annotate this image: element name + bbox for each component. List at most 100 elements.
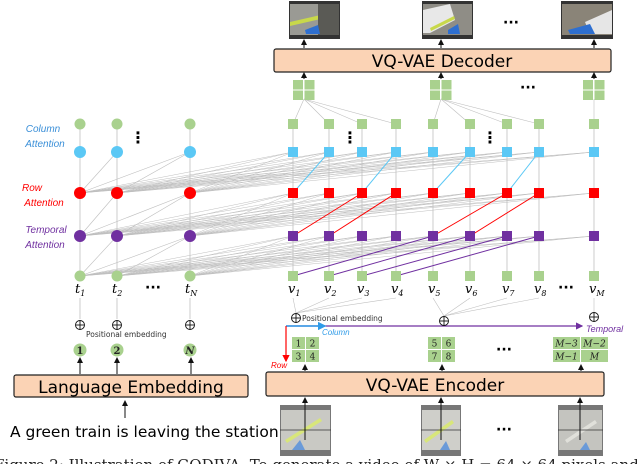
attention-nodes	[74, 118, 599, 282]
column-attention-label-2: Attention	[24, 139, 65, 150]
row-attention-connection	[328, 192, 397, 237]
frame-token-cell	[428, 337, 441, 349]
video-token-label: vM	[589, 282, 605, 298]
attention-connection	[189, 235, 595, 277]
attention-connection	[116, 235, 191, 277]
frame-token-cell	[581, 350, 608, 362]
ellipsis: ···	[145, 280, 161, 296]
attention-connection	[116, 151, 330, 194]
text-token-node	[74, 187, 86, 199]
output-connection	[440, 98, 508, 125]
positional-connection	[443, 297, 471, 317]
video-token-node	[589, 188, 599, 198]
column-attention-label-1: Column	[26, 124, 61, 135]
text-token-node	[74, 118, 86, 130]
video-token-node	[465, 119, 475, 129]
attention-connection	[79, 151, 595, 194]
attention-connection	[189, 235, 434, 277]
attention-connection	[116, 192, 595, 237]
video-token-node	[589, 147, 599, 157]
video-token-node	[589, 271, 599, 281]
attention-connection	[189, 192, 434, 237]
frame-token-cell	[292, 350, 305, 362]
attention-connection	[79, 235, 118, 277]
attention-connection	[189, 151, 540, 194]
frame-token-cell	[442, 350, 455, 362]
frame-token-index: 3	[296, 353, 302, 363]
attention-connection	[116, 235, 294, 277]
ellipsis: ···	[558, 280, 574, 296]
position-id: N	[184, 346, 195, 357]
row-attention-connection	[432, 192, 508, 237]
attention-connection	[189, 192, 595, 237]
video-token-node	[288, 231, 298, 241]
row-attention-label-2: Attention	[23, 198, 64, 209]
output-token-grid-cell	[594, 80, 605, 90]
output-token-grid-cell	[441, 80, 452, 90]
text-token-node	[111, 146, 123, 158]
vqvae-decoder-label: VQ-VAE Decoder	[372, 52, 512, 72]
output-token-grid-cell	[583, 80, 593, 90]
frame-token-cell	[428, 350, 441, 362]
temporal-attention-connection	[395, 235, 540, 277]
frame-token-index: 5	[432, 340, 438, 350]
ellipsis: ···	[496, 342, 512, 358]
output-connection	[303, 98, 363, 125]
attention-connection	[189, 151, 330, 194]
video-token-node	[502, 188, 512, 198]
output-frame-image	[561, 1, 613, 39]
video-token-node	[391, 119, 401, 129]
video-token-node	[589, 119, 599, 129]
attention-connection	[189, 192, 330, 237]
vqvae-encoder-label: VQ-VAE Encoder	[366, 376, 504, 396]
video-token-node	[534, 147, 544, 157]
frame-token-index: M−1	[554, 353, 577, 363]
row-attention-connection	[292, 192, 363, 237]
attention-connection	[116, 192, 330, 237]
attention-connection	[189, 151, 294, 194]
column-attention-connection	[361, 151, 397, 194]
attention-connection	[116, 235, 397, 277]
attention-connection	[79, 235, 595, 277]
temporal-attention-connection	[328, 235, 471, 277]
attention-connection	[189, 235, 471, 277]
positional-connection	[292, 297, 297, 314]
video-token-label: v1	[288, 282, 300, 298]
output-frames	[289, 1, 613, 39]
video-token-label: v8	[534, 282, 546, 298]
attention-connection	[79, 192, 191, 237]
attention-connection	[116, 192, 294, 237]
attention-connection	[116, 151, 191, 194]
attention-connection	[116, 151, 397, 194]
column-attention-connection	[506, 151, 540, 194]
video-token-node	[324, 188, 334, 198]
video-token-node	[465, 271, 475, 281]
video-token-node	[534, 188, 544, 198]
text-token-label: t2	[112, 282, 122, 298]
attention-connection	[79, 151, 191, 194]
row-attention-label-1: Row	[22, 183, 43, 194]
frame-token-cell	[306, 337, 319, 349]
video-token-node	[534, 231, 544, 241]
video-token-node	[502, 147, 512, 157]
text-token-node	[184, 187, 196, 199]
attention-connection	[189, 235, 363, 277]
video-token-node	[465, 188, 475, 198]
video-token-node	[391, 271, 401, 281]
video-token-node	[288, 147, 298, 157]
video-token-node	[324, 231, 334, 241]
frame-token-cell	[442, 337, 455, 349]
output-token-grid-cell	[441, 90, 452, 100]
video-token-node	[502, 119, 512, 129]
temporal-attention-label-1: Temporal	[25, 225, 67, 236]
position-id-circle	[73, 343, 87, 357]
output-token-grid-cell	[293, 80, 303, 90]
video-token-node	[324, 147, 334, 157]
frame-token-index: M−3	[554, 340, 578, 350]
output-token-grid-cell	[430, 90, 440, 100]
vertical-ellipsis: ⋮	[342, 128, 358, 147]
ellipsis: ···	[520, 80, 536, 96]
frame-token-index: 8	[446, 353, 452, 363]
frame-token-cell	[581, 337, 608, 349]
